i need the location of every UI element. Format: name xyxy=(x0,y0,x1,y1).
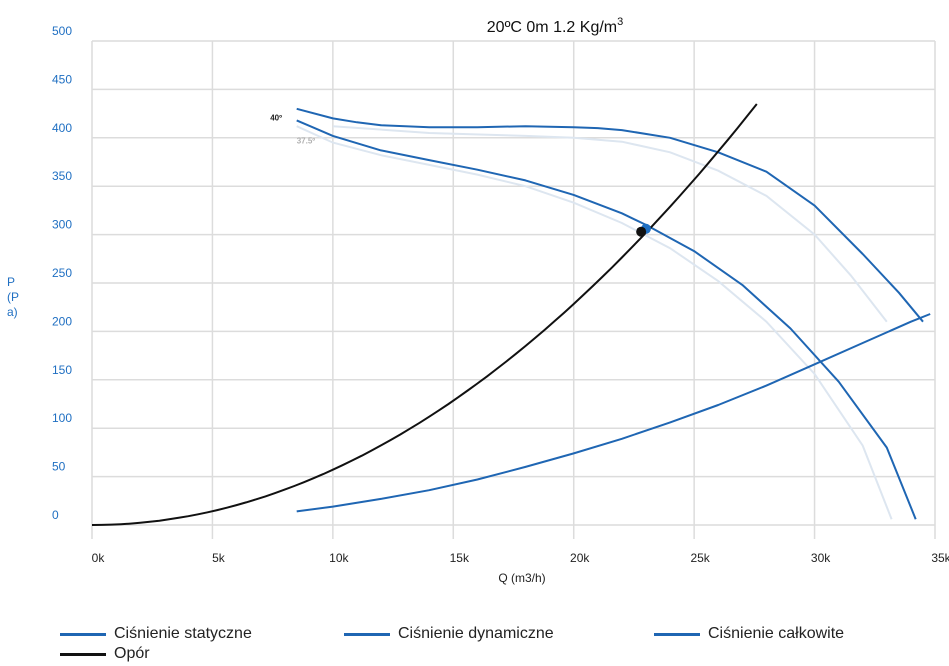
legend-item: Ciśnienie statyczne xyxy=(60,625,344,643)
y-tick-label: 50 xyxy=(52,460,66,474)
series-line xyxy=(91,103,758,526)
legend-label: Ciśnienie statyczne xyxy=(114,625,252,642)
y-tick-label: 100 xyxy=(52,411,72,425)
background-curves xyxy=(296,125,893,520)
legend-label: Ciśnienie dynamiczne xyxy=(398,625,554,642)
x-tick-label: 0k xyxy=(92,551,106,565)
y-tick-label: 300 xyxy=(52,218,72,232)
curve-annotation: 40º xyxy=(270,113,282,122)
y-axis-label: P (P a) xyxy=(7,275,19,319)
series-lines xyxy=(91,103,931,526)
chart-title: 20ºC 0m 1.2 Kg/m3 xyxy=(487,16,623,36)
x-tick-label: 5k xyxy=(212,551,226,565)
curve-annotation: 37.5º xyxy=(297,137,316,146)
y-axis-label-line: (P xyxy=(7,290,19,304)
legend-swatch xyxy=(654,632,700,636)
legend-swatch xyxy=(60,652,106,656)
x-tick-label: 20k xyxy=(570,551,590,565)
y-tick-label: 200 xyxy=(52,314,72,328)
legend-swatch xyxy=(60,632,106,636)
x-tick-label: 35k xyxy=(931,551,949,565)
legend-swatch xyxy=(344,632,390,636)
y-axis-label-line: P xyxy=(7,275,15,289)
series-line xyxy=(296,313,931,513)
x-axis-label: Q (m3/h) xyxy=(498,571,545,585)
x-tick-label: 10k xyxy=(329,551,349,565)
y-tick-label: 500 xyxy=(52,24,72,38)
x-axis-ticks: 0k 5k 10k 15k 20k 25k 30k 35k xyxy=(92,551,949,565)
chart-legend: Ciśnienie statyczne Ciśnienie dynamiczne… xyxy=(60,624,920,664)
series-line xyxy=(296,119,917,520)
y-axis-label-line: a) xyxy=(7,305,18,319)
grid xyxy=(91,40,936,539)
legend-item: Ciśnienie całkowite xyxy=(654,625,914,643)
y-tick-label: 400 xyxy=(52,121,72,135)
legend-label: Opór xyxy=(114,645,150,662)
background-curve-line xyxy=(296,125,893,520)
legend-label: Ciśnienie całkowite xyxy=(708,625,845,642)
background-curve-line xyxy=(332,125,888,323)
operating-point xyxy=(636,226,647,237)
x-tick-label: 30k xyxy=(811,551,831,565)
legend-item: Ciśnienie dynamiczne xyxy=(344,625,654,643)
y-tick-label: 250 xyxy=(52,266,72,280)
y-tick-label: 350 xyxy=(52,169,72,183)
x-tick-label: 15k xyxy=(450,551,470,565)
y-tick-label: 150 xyxy=(52,363,72,377)
y-tick-label: 450 xyxy=(52,72,72,86)
y-axis-ticks: 0 50 100 150 200 250 300 350 400 450 500 xyxy=(52,24,72,522)
curve-annotations: 40º 37.5º xyxy=(270,113,315,145)
series-line xyxy=(296,107,924,323)
legend-item: Opór xyxy=(60,645,344,663)
y-tick-label: 0 xyxy=(52,508,59,522)
operating-points xyxy=(636,223,651,237)
x-tick-label: 25k xyxy=(690,551,710,565)
